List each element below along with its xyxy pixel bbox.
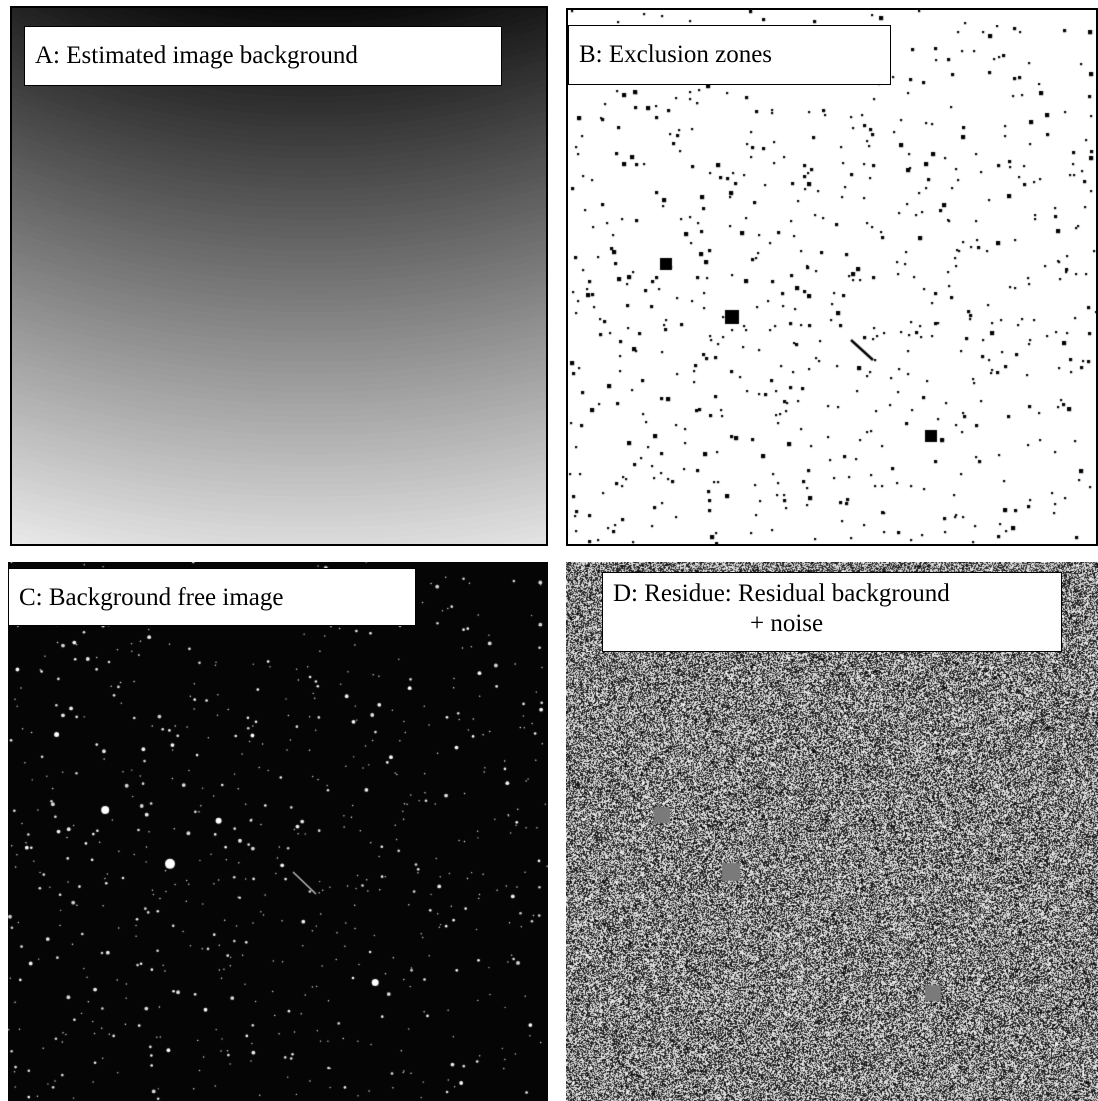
- panel-c-background-free: C: Background free image: [8, 562, 548, 1101]
- background-gradient-image: [12, 8, 546, 544]
- panel-d-residue: D: Residue: Residual background + noise: [566, 562, 1098, 1101]
- exclusion-mask-image: [568, 10, 1096, 544]
- panel-b-exclusion-zones: B: Exclusion zones: [566, 8, 1098, 546]
- panel-d-label: D: Residue: Residual background + noise: [602, 572, 1062, 652]
- panel-c-label-text: C: Background free image: [19, 584, 284, 611]
- panel-d-label-line1: D: Residue: Residual background: [613, 580, 950, 607]
- panel-a-estimated-background: A: Estimated image background: [10, 6, 548, 546]
- panel-b-label-text: B: Exclusion zones: [579, 41, 773, 68]
- panel-a-label-text: A: Estimated image background: [35, 42, 358, 69]
- panel-c-label: C: Background free image: [8, 568, 416, 626]
- star-field-image: [8, 562, 548, 1101]
- panel-d-label-line2: + noise: [750, 610, 824, 637]
- panel-a-label: A: Estimated image background: [24, 26, 502, 86]
- panel-b-label: B: Exclusion zones: [568, 25, 891, 85]
